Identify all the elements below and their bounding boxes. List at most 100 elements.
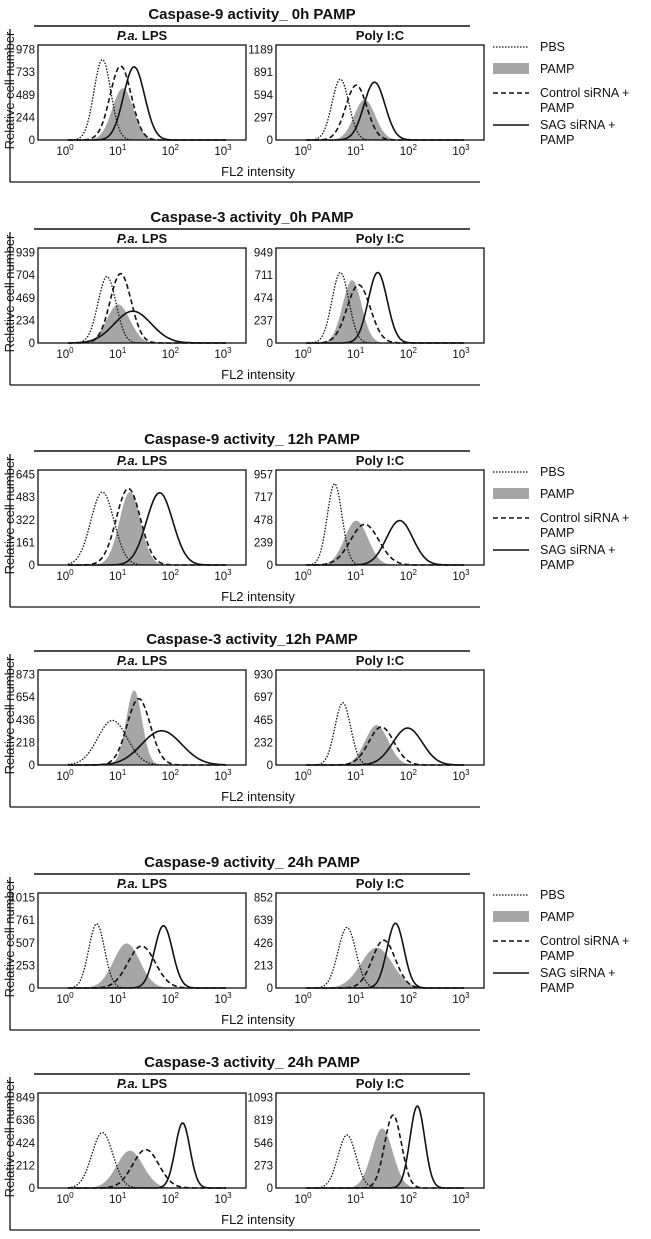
- panel-frame: [37, 892, 247, 989]
- x-tick-label: 102: [400, 346, 418, 361]
- y-tick-label: 761: [16, 915, 35, 927]
- x-tick-label: 102: [162, 768, 180, 783]
- x-tick-label: 103: [214, 143, 232, 158]
- panel-frame: [275, 892, 485, 989]
- y-tick-label: 161: [16, 537, 35, 549]
- y-tick-label: 978: [16, 45, 35, 57]
- y-tick-label: 733: [16, 67, 35, 79]
- panel-pa-lps: P.a. LPS 0 218 436 654 873 100 101 102 103: [16, 653, 247, 783]
- x-tick-label: 103: [214, 991, 232, 1006]
- y-tick-label: 594: [254, 90, 274, 102]
- y-tick-label: 232: [254, 737, 273, 749]
- x-tick-label: 101: [109, 346, 127, 361]
- series-control-curve: [306, 523, 464, 566]
- x-tick-label: 101: [109, 143, 127, 158]
- y-tick-label: 0: [29, 983, 35, 995]
- x-tick-label: 103: [452, 568, 470, 583]
- legend-item-sag: PAMP: [540, 558, 575, 572]
- panel-frame: [275, 1092, 485, 1189]
- legend-item-control: PAMP: [540, 101, 575, 115]
- x-axis-label: FL2 intensity: [221, 789, 295, 804]
- panel-frame: [37, 669, 247, 766]
- x-tick-label: 103: [452, 143, 470, 158]
- x-tick-label: 102: [400, 768, 418, 783]
- series-pamp-curve: [306, 280, 464, 343]
- y-tick-label: 234: [16, 315, 36, 327]
- chart-group-6: Caspase-3 activity_ 24h PAMPRelative cel…: [2, 1054, 485, 1231]
- panel-label: P.a. LPS: [117, 453, 168, 468]
- y-tick-label: 849: [16, 1093, 35, 1105]
- y-tick-label: 0: [29, 338, 35, 350]
- chart-title: Caspase-3 activity_ 24h PAMP: [144, 1054, 360, 1071]
- y-tick-label: 949: [254, 248, 273, 260]
- panel-label: P.a. LPS: [117, 28, 168, 43]
- y-tick-label: 465: [254, 715, 273, 727]
- y-tick-label: 218: [16, 737, 35, 749]
- panel-poly-ic: Poly I:C 0 273 546 819 1093 100 101 102 103: [247, 1076, 485, 1206]
- series-pbs-curve: [68, 58, 226, 141]
- x-tick-label: 102: [162, 346, 180, 361]
- y-tick-label: 253: [16, 960, 35, 972]
- chart-title: Caspase-9 activity_ 0h PAMP: [148, 6, 355, 23]
- y-tick-label: 0: [267, 560, 273, 572]
- y-tick-label: 1015: [9, 893, 35, 905]
- panel-label: P.a. LPS: [117, 876, 168, 891]
- series-pamp-curve: [68, 943, 226, 988]
- series-control-curve: [306, 84, 464, 141]
- panel-pa-lps: P.a. LPS 0 253 507 761 1015 100 101 102 103: [9, 876, 247, 1006]
- legend-item-control: PAMP: [540, 526, 575, 540]
- panel-label: P.a. LPS: [117, 653, 168, 668]
- x-tick-label: 101: [109, 991, 127, 1006]
- chart-group-1: Caspase-9 activity_ 0h PAMPRelative cell…: [2, 6, 485, 183]
- x-tick-label: 103: [452, 1191, 470, 1206]
- panel-frame: [37, 247, 247, 344]
- x-axis-label: FL2 intensity: [221, 367, 295, 382]
- x-tick-label: 100: [56, 768, 74, 783]
- chart-group-2: Caspase-3 activity_0h PAMPRelative cell …: [2, 209, 485, 386]
- chart-group-3: Caspase-9 activity_ 12h PAMPRelative cel…: [2, 431, 485, 608]
- x-tick-label: 102: [400, 1191, 418, 1206]
- x-axis-label: FL2 intensity: [221, 589, 295, 604]
- x-tick-label: 100: [56, 143, 74, 158]
- series-pamp-curve: [68, 690, 226, 765]
- legend-item-control: Control siRNA +: [540, 86, 629, 100]
- legend-item-pbs: PBS: [540, 888, 565, 902]
- chart-title: Caspase-9 activity_ 12h PAMP: [144, 431, 360, 448]
- chart-group-5: Caspase-9 activity_ 24h PAMPRelative cel…: [2, 854, 485, 1031]
- series-pbs-curve: [306, 78, 464, 141]
- x-axis-label: FL2 intensity: [221, 1212, 295, 1227]
- panel-frame: [275, 669, 485, 766]
- series-sag-curve: [68, 310, 226, 344]
- x-tick-label: 102: [400, 568, 418, 583]
- legend-item-sag: PAMP: [540, 133, 575, 147]
- y-tick-label: 939: [16, 248, 35, 260]
- y-tick-label: 873: [16, 670, 35, 682]
- y-tick-label: 639: [254, 915, 273, 927]
- y-tick-label: 0: [267, 983, 273, 995]
- y-tick-label: 239: [254, 537, 273, 549]
- series-sag-curve: [306, 519, 464, 566]
- x-tick-label: 100: [56, 1191, 74, 1206]
- x-tick-label: 100: [294, 991, 312, 1006]
- series-pamp-curve: [68, 492, 226, 565]
- legend-item-sag: SAG siRNA +: [540, 966, 615, 980]
- series-pbs-curve: [305, 482, 464, 566]
- x-tick-label: 101: [109, 1191, 127, 1206]
- panel-poly-ic: Poly I:C 0 239 478 717 957 100 101 102 103: [254, 453, 485, 583]
- y-tick-label: 636: [16, 1115, 35, 1127]
- x-axis-label: FL2 intensity: [221, 1012, 295, 1027]
- legend-item-pbs: PBS: [540, 40, 565, 54]
- x-axis-label: FL2 intensity: [221, 164, 295, 179]
- legend-item-pamp: PAMP: [540, 62, 575, 76]
- y-tick-label: 819: [254, 1115, 273, 1127]
- panel-poly-ic: Poly I:C 0 213 426 639 852 100 101 102 103: [254, 876, 485, 1006]
- x-tick-label: 100: [294, 346, 312, 361]
- y-tick-label: 507: [16, 938, 35, 950]
- panel-poly-ic: Poly I:C 0 232 465 697 930 100 101 102 103: [254, 653, 485, 783]
- panel-label: Poly I:C: [356, 1076, 405, 1091]
- panel-frame: [37, 1092, 247, 1189]
- x-tick-label: 100: [56, 346, 74, 361]
